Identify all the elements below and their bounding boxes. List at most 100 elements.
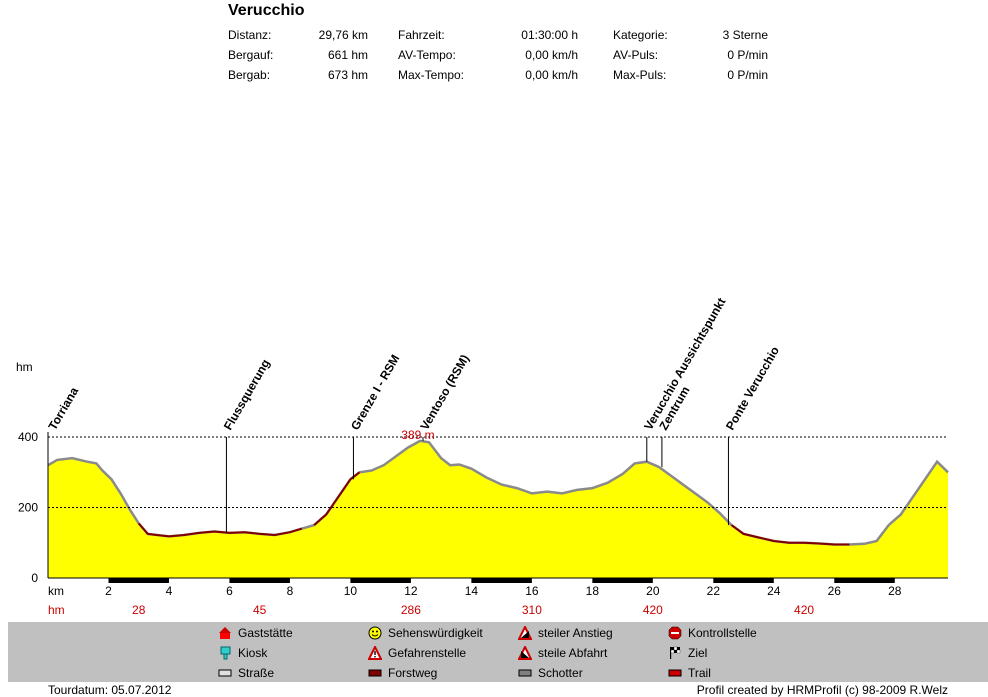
stat-value-time: 01:30:00 h	[521, 28, 578, 42]
legend-item-finish: Ziel	[668, 646, 707, 660]
distance-scale-bar	[108, 578, 169, 583]
x-tick-label: 26	[828, 584, 842, 598]
stat-value-avg-speed: 0,00 km/h	[525, 48, 578, 62]
legend-item-restaurant: Gaststätte	[218, 626, 293, 640]
section-hm-value: 28	[132, 603, 146, 617]
section-hm-value: 310	[522, 603, 542, 617]
x-tick-label: 24	[767, 584, 781, 598]
page-title: Verucchio	[228, 2, 305, 19]
legend-item-kiosk: Kiosk	[218, 646, 267, 660]
x-tick-label: 8	[287, 584, 294, 598]
stat-value-category: 3 Sterne	[722, 28, 768, 42]
legend-item-danger: Gefahrenstelle	[368, 646, 466, 660]
legend-label: Trail	[688, 666, 711, 680]
legend-label: Schotter	[538, 666, 583, 680]
legend-item-steep-descent: steile Abfahrt	[518, 646, 607, 660]
x-tick-label: 2	[105, 584, 112, 598]
stat-value-max-pulse: 0 P/min	[727, 68, 768, 82]
x-axis-label: km	[48, 584, 64, 598]
stat-value-descent: 673 hm	[327, 68, 368, 82]
waypoint-label: Torriana	[45, 384, 81, 432]
warning-icon	[368, 646, 382, 660]
legend-item-trail: Trail	[668, 666, 711, 680]
legend-label: steile Abfahrt	[538, 646, 608, 660]
legend-item-sight: Sehenswürdigkeit	[368, 626, 483, 640]
distance-scale-bar	[471, 578, 532, 583]
section-hm-value: 420	[643, 603, 663, 617]
stat-label-avg-pulse: AV-Puls:	[613, 48, 659, 62]
gravel-icon	[518, 666, 532, 680]
stat-label-ascent: Bergauf:	[228, 48, 274, 62]
y-tick-label: 400	[18, 430, 38, 444]
legend-label: Gefahrenstelle	[388, 646, 467, 660]
y-axis-label: hm	[16, 360, 33, 374]
stat-label-category: Kategorie:	[613, 28, 668, 42]
legend-label: Forstweg	[388, 666, 438, 680]
stat-label-max-pulse: Max-Puls:	[613, 68, 667, 82]
x-tick-label: 20	[646, 584, 660, 598]
x-tick-label: 6	[226, 584, 233, 598]
x-tick-label: 14	[465, 584, 479, 598]
x-tick-label: 22	[707, 584, 721, 598]
x-tick-label: 28	[888, 584, 902, 598]
legend-label: Straße	[238, 666, 275, 680]
road-icon	[218, 666, 232, 680]
legend-label: Gaststätte	[238, 626, 293, 640]
forest-road-segment	[730, 524, 850, 546]
waypoint-label: Ponte Verucchio	[723, 344, 782, 432]
distance-scale-bar	[229, 578, 290, 583]
legend-item-checkpoint: Kontrollstelle	[668, 626, 757, 640]
x-tick-label: 18	[586, 584, 600, 598]
finish-flag-icon	[668, 646, 682, 660]
legend-label: steiler Anstieg	[538, 626, 613, 640]
stat-value-max-speed: 0,00 km/h	[525, 68, 578, 82]
waypoint-label: Flussquerung	[221, 357, 273, 433]
peak-label: 389 m	[401, 428, 434, 442]
stat-label-distance: Distanz:	[228, 28, 272, 42]
legend-item-steep-climb: steiler Anstieg	[518, 626, 613, 640]
credit-text: Profil created by HRMProfil (c) 98-2009 …	[696, 683, 948, 697]
kiosk-icon	[218, 646, 232, 660]
legend-item-gravel: Schotter	[518, 666, 583, 680]
distance-scale-bar	[350, 578, 411, 583]
y-tick-label: 200	[18, 501, 38, 515]
stat-value-avg-pulse: 0 P/min	[727, 48, 768, 62]
y-tick-label: 0	[31, 571, 38, 585]
stat-label-descent: Bergab:	[228, 68, 271, 82]
x-tick-label: 10	[344, 584, 358, 598]
legend-label: Ziel	[688, 646, 708, 660]
section-hm-value: 45	[253, 603, 267, 617]
distance-scale-bar	[713, 578, 774, 583]
section-hm-value: 286	[401, 603, 421, 617]
steep-climb-icon	[518, 626, 532, 640]
legend-item-forest-road: Forstweg	[368, 666, 437, 680]
stat-value-distance: 29,76 km	[318, 28, 368, 42]
x-tick-label: 12	[404, 584, 418, 598]
legend-label: Sehenswürdigkeit	[388, 626, 483, 640]
distance-scale-bar	[592, 578, 653, 583]
steep-descent-icon	[518, 646, 532, 660]
x-tick-label: 16	[525, 584, 539, 598]
waypoint-label: Grenze I - RSM	[348, 352, 402, 432]
legend-label: Kiosk	[238, 646, 268, 660]
stat-label-time: Fahrzeit:	[398, 28, 445, 42]
waypoint-label: Verucchio Aussichtspunkt	[641, 295, 728, 432]
restaurant-icon	[218, 626, 232, 640]
stop-icon	[668, 626, 682, 640]
legend-item-road: Straße	[218, 666, 274, 680]
trail-icon	[668, 666, 682, 680]
section-hm-value: 420	[794, 603, 814, 617]
section-hm-label: hm	[48, 603, 65, 617]
tour-date: Tourdatum: 05.07.2012	[48, 683, 172, 697]
legend-label: Kontrollstelle	[688, 626, 757, 640]
elevation-area	[48, 440, 948, 578]
waypoint-label: Ventoso (RSM)	[417, 352, 471, 432]
forest-road-segment	[137, 522, 303, 538]
stat-label-max-speed: Max-Tempo:	[398, 68, 465, 82]
smiley-icon	[368, 626, 382, 640]
distance-scale-bar	[834, 578, 895, 583]
stat-value-ascent: 661 hm	[327, 48, 368, 62]
stat-label-avg-speed: AV-Tempo:	[398, 48, 456, 62]
x-tick-label: 4	[166, 584, 173, 598]
